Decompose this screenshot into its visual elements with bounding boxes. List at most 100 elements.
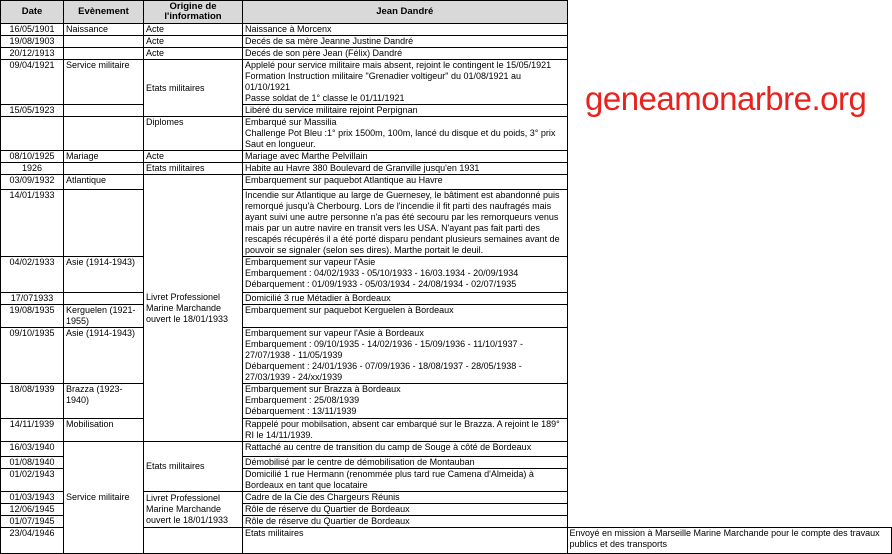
event-cell — [63, 292, 144, 305]
description-cell: Rappelé pour mobilsation, absent car emb… — [242, 418, 568, 442]
date-cell: 01/08/1940 — [0, 456, 64, 469]
date-cell: 19/08/1903 — [0, 35, 64, 48]
origin-cell: Diplomes — [143, 116, 243, 151]
description-line: Mariage avec Marthe Pelvillain — [245, 151, 368, 162]
origin-cell: Etats militaires — [143, 59, 243, 117]
description-cell: Incendie sur Atlantique au large de Guer… — [242, 189, 568, 257]
date-cell: 08/10/1925 — [0, 150, 64, 163]
description-cell: Domicilié 1 rue Hermann (renommée plus t… — [242, 468, 568, 492]
description-line: Rôle de réserve du Quartier de Bordeaux — [245, 516, 410, 527]
table-row: 18/08/1939 Brazza (1923-1940) Embarquement… — [0, 383, 892, 419]
table-row: 16/03/1940 Service militaire Etats militai… — [0, 441, 892, 554]
event-cell — [143, 527, 243, 554]
table-row: 16/05/1901 Naissance Acte Naissance à Morce… — [0, 23, 892, 36]
date-cell: 16/03/1940 — [0, 441, 64, 457]
description-line: Envoyé en mission à Marseille Marine Mar… — [569, 528, 880, 550]
description-line: Formation Instruction militaire "Grenadi… — [245, 71, 522, 92]
description-line: Embarquement : 25/08/1939 — [245, 395, 360, 405]
header-row: Date Evènement Origine de l'information … — [0, 0, 892, 24]
description-line: Habite au Havre 380 Boulevard de Granvil… — [245, 163, 480, 174]
date-cell: 01/03/1943 — [0, 491, 64, 504]
date-cell: 12/06/1945 — [0, 503, 64, 516]
event-cell — [63, 162, 144, 175]
header-date: Date — [0, 0, 64, 24]
date-cell — [0, 116, 64, 151]
origin-cell: Acte — [143, 23, 243, 36]
date-cell: 01/07/1945 — [0, 515, 64, 528]
description-line: Decés de son père Jean (Félix) Dandré — [245, 48, 403, 59]
date-cell: 19/08/1935 — [0, 304, 64, 328]
event-cell: Service militaire — [63, 59, 144, 105]
description-cell: Libéré du service militaire rejoint Perp… — [242, 104, 568, 117]
table-row: 19/08/1903 Acte Decés de sa mère Jeanne Ju… — [0, 35, 892, 48]
event-cell — [63, 35, 144, 48]
event-cell — [63, 189, 144, 257]
header-event: Evènement — [63, 0, 144, 24]
event-cell — [63, 47, 144, 60]
table-row: 15/05/1923 Libéré du service militaire re… — [0, 104, 892, 117]
description-line: Embarquement sur vapeur l'Asie à Bordeau… — [245, 328, 424, 339]
description-line: Débarquement : 24/01/1936 - 07/09/1936 -… — [245, 361, 522, 382]
table-row: 09/04/1921 Service militaire Etats militai… — [0, 59, 892, 117]
table-row: 20/12/1913 Acte Decés de son père Jean (Fé… — [0, 47, 892, 60]
description-line: Embarquement : 09/10/1935 - 14/02/1936 -… — [245, 339, 524, 360]
event-cell: Brazza (1923-1940) — [63, 383, 144, 419]
description-cell: Embarquement sur vapeur l'Asie à Bordeau… — [242, 327, 568, 384]
event-cell — [63, 104, 144, 117]
description-cell: Rôle de réserve du Quartier de Bordeaux — [242, 503, 568, 516]
table-row: 09/10/1935 Asie (1914-1943) Embarquement s… — [0, 327, 892, 384]
description-cell: Applelé pour service militaire mais abse… — [242, 59, 568, 105]
description-cell: Démobilisé par le centre de démobilisati… — [242, 456, 568, 469]
description-line: Embarquement sur paquebot Atlantique au … — [245, 175, 443, 186]
event-cell: Mariage — [63, 150, 144, 163]
table-row: 08/10/1925 Mariage Acte Mariage avec Marthe… — [0, 150, 892, 163]
description-line: Domicilié 3 rue Métadier à Bordeaux — [245, 293, 391, 304]
description-cell: Embarquement sur paquebot Kerguelen à Bo… — [242, 304, 568, 328]
description-line: Débarquement : 13/11/1939 — [245, 406, 357, 416]
event-cell: Naissance — [63, 23, 144, 36]
event-cell: Mobilisation — [63, 418, 144, 442]
table-row: Diplomes Embarqué sur Massilia Challenge P… — [0, 116, 892, 151]
description-line: Domicilié 1 rue Hermann (renommée plus t… — [245, 469, 534, 491]
description-line: Rappelé pour mobilsation, absent car emb… — [245, 419, 560, 441]
origin-cell: Etats militaires — [143, 162, 243, 175]
description-line: Embarquement sur Brazza à Bordeaux — [245, 384, 401, 395]
date-cell: 03/09/1932 — [0, 174, 64, 190]
header-person: Jean Dandré — [242, 0, 568, 24]
description-cell: Decés de sa mère Jeanne Justine Dandré — [242, 35, 568, 48]
header-origin: Origine de l'information — [143, 0, 243, 24]
description-line: Démobilisé par le centre de démobilisati… — [245, 457, 475, 468]
table-row: 14/11/1939 Mobilisation Rappelé pour mobil… — [0, 418, 892, 442]
origin-cell: Acte — [143, 150, 243, 163]
event-cell — [63, 116, 144, 151]
table-row: 19/08/1935 Kerguelen (1921-1955) Embarquem… — [0, 304, 892, 328]
event-cell: Atlantique — [63, 174, 144, 190]
description-line: Débarquement : 01/09/1933 - 05/03/1934 -… — [245, 279, 517, 289]
date-cell: 04/02/1933 — [0, 256, 64, 293]
description-line: Naissance à Morcenx — [245, 24, 332, 35]
date-cell: 18/08/1939 — [0, 383, 64, 419]
table-row: 14/01/1933 Incendie sur Atlantique au lar… — [0, 189, 892, 257]
date-cell: 16/05/1901 — [0, 23, 64, 36]
description-cell: Embarqué sur Massilia Challenge Pot Bleu … — [242, 116, 568, 151]
table-row: 03/09/1932 Atlantique Livret Professionel … — [0, 174, 892, 442]
event-cell: Asie (1914-1943) — [63, 256, 144, 293]
description-cell: Envoyé en mission à Marseille Marine Mar… — [566, 527, 892, 554]
description-line: Embarquement : 04/02/1933 - 05/10/1933 -… — [245, 268, 519, 278]
description-cell: Naissance à Morcenx — [242, 23, 568, 36]
description-cell: Embarquement sur paquebot Atlantique au … — [242, 174, 568, 190]
description-line: Decés de sa mère Jeanne Justine Dandré — [245, 36, 414, 47]
description-line: Libéré du service militaire rejoint Perp… — [245, 105, 418, 116]
date-cell: 09/10/1935 — [0, 327, 64, 384]
description-line: Embarquement sur vapeur l'Asie — [245, 257, 376, 268]
origin-cell: Livret Professionel Marine Marchande ouv… — [143, 491, 243, 528]
description-line: Passe soldat de 1° classe le 01/11/1921 — [245, 93, 405, 103]
event-cell: Asie (1914-1943) — [63, 327, 144, 384]
origin-cell: Etats militaires — [242, 527, 568, 554]
event-cell: Service militaire — [63, 441, 144, 554]
origin-cell: Livret Professionel Marine Marchande ouv… — [143, 174, 243, 442]
description-line: Applelé pour service militaire mais abse… — [245, 60, 552, 71]
date-cell: 15/05/1923 — [0, 104, 64, 117]
origin-cell: Etats militaires — [143, 441, 243, 492]
